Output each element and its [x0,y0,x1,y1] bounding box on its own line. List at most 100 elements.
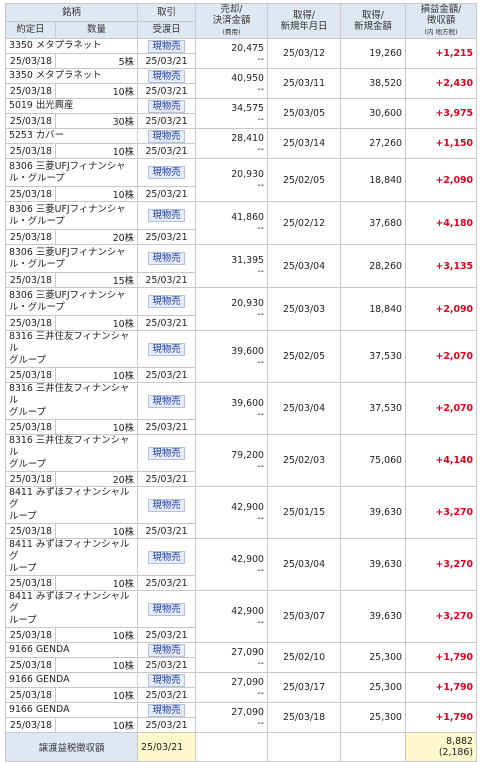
acq-amount: 39,630 [340,590,407,643]
trade-type[interactable]: 現物売 [137,68,197,84]
col-acq-amount: 取得/新規金額 [340,3,407,39]
trade-type[interactable]: 現物売 [137,486,197,524]
table-row: 8306 三菱UFJフィナンシャ ル・グループ 現物売 31,395 -- 25/03/0… [4,244,478,288]
col-acq-date: 取得/新規年月日 [267,3,342,39]
trade-type[interactable]: 現物売 [137,330,197,368]
quantity: 10株 [54,575,139,591]
trade-type-badge[interactable]: 現物売 [148,99,185,113]
table-row: 8316 三井住友フィナンシャル グループ 現物売 39,600 -- 25/03/04 3… [4,382,478,435]
acq-date: 25/03/05 [267,98,342,129]
quantity: 10株 [54,717,139,733]
stock-name[interactable]: 5253 カバー [4,128,139,144]
trade-type-badge[interactable]: 現物売 [148,166,185,179]
stock-name[interactable]: 8411 みずほフィナンシャルグ ループ [4,538,139,576]
stock-name[interactable]: 9166 GENDA [4,702,139,718]
sale-amount: 31,395 -- [195,244,269,288]
stock-name[interactable]: 8306 三菱UFJフィナンシャ ル・グループ [4,158,139,187]
trade-type-badge[interactable]: 現物売 [148,252,185,265]
quantity: 10株 [54,657,139,673]
trade-type-badge[interactable]: 現物売 [148,550,185,564]
col-stock: 銘柄 [4,3,139,22]
trade-type-badge[interactable]: 現物売 [148,129,185,143]
trade-type[interactable]: 現物売 [137,672,197,688]
acq-date: 25/03/04 [267,382,342,435]
col-qty: 数量 [54,20,139,39]
table-row-sub: 25/03/18 10株 25/03/21 [5,575,477,591]
profit-loss: +3,270 [405,486,478,539]
contract-date: 25/03/18 [5,186,56,202]
contract-date: 25/03/18 [5,272,56,288]
tax-row: 譲渡益税徴収額 25/03/21 8,882 (2,186) [4,732,478,762]
trade-type[interactable]: 現物売 [137,201,197,230]
trade-type-badge[interactable]: 現物売 [148,295,185,308]
sale-amount: 41,860 -- [195,201,269,245]
stock-name[interactable]: 8306 三菱UFJフィナンシャ ル・グループ [4,287,139,316]
stock-name[interactable]: 3350 メタプラネット [4,68,139,84]
stock-name[interactable]: 9166 GENDA [4,672,139,688]
trade-type[interactable]: 現物売 [137,538,197,576]
table-row: 8316 三井住友フィナンシャル グループ 現物売 39,600 -- 25/02/05 3… [4,330,478,383]
trade-type-badge[interactable]: 現物売 [148,209,185,222]
stock-name[interactable]: 8306 三菱UFJフィナンシャ ル・グループ [4,201,139,230]
sale-amount: 20,930 -- [195,287,269,331]
acq-date: 25/01/15 [267,486,342,539]
table-row: 3350 メタプラネット 現物売 40,950 -- 25/03/11 38,520 +2,… [4,68,478,99]
quantity: 10株 [54,186,139,202]
contract-date: 25/03/18 [5,367,56,383]
trade-type-badge[interactable]: 現物売 [148,394,185,408]
sale-amount: 39,600 -- [195,330,269,383]
trade-type-badge[interactable]: 現物売 [148,69,185,83]
trade-type[interactable]: 現物売 [137,244,197,273]
trade-type[interactable]: 現物売 [137,382,197,420]
acq-amount: 39,630 [340,538,407,591]
stock-name[interactable]: 8306 三菱UFJフィナンシャ ル・グループ [4,244,139,273]
acq-date: 25/03/04 [267,244,342,288]
stock-name[interactable]: 8316 三井住友フィナンシャル グループ [4,382,139,420]
trade-type-badge[interactable]: 現物売 [148,673,185,687]
trade-type[interactable]: 現物売 [137,38,197,54]
acq-amount: 25,300 [340,642,407,673]
trade-type-badge[interactable]: 現物売 [148,643,185,657]
trade-type[interactable]: 現物売 [137,287,197,316]
settle-date: 25/03/21 [137,272,197,288]
trade-type-badge[interactable]: 現物売 [148,446,185,460]
stock-name[interactable]: 9166 GENDA [4,642,139,658]
stock-name[interactable]: 8411 みずほフィナンシャルグ ループ [4,486,139,524]
acq-amount: 18,840 [340,158,407,202]
trade-type[interactable]: 現物売 [137,434,197,472]
acq-date: 25/03/18 [267,702,342,733]
contract-date: 25/03/18 [5,53,56,69]
trade-type-badge[interactable]: 現物売 [148,602,185,616]
trade-type-badge[interactable]: 現物売 [148,39,185,53]
trade-type[interactable]: 現物売 [137,128,197,144]
col-contract-date: 約定日 [5,20,56,39]
settle-date: 25/03/21 [137,83,197,99]
table-row: 5019 出光興産 現物売 34,575 -- 25/03/05 30,600 +3,975 [4,98,478,129]
trade-type-badge[interactable]: 現物売 [148,498,185,512]
trade-type[interactable]: 現物売 [137,642,197,658]
sale-amount: 42,900 -- [195,486,269,539]
trade-type-badge[interactable]: 現物売 [148,342,185,356]
settle-date: 25/03/21 [137,627,197,643]
trade-type-badge[interactable]: 現物売 [148,703,185,717]
stock-name[interactable]: 8316 三井住友フィナンシャル グループ [4,434,139,472]
trade-type[interactable]: 現物売 [137,158,197,187]
settle-date: 25/03/21 [137,315,197,331]
stock-name[interactable]: 5019 出光興産 [4,98,139,114]
trade-type[interactable]: 現物売 [137,590,197,628]
sale-amount: 20,475 -- [195,38,269,69]
stock-name[interactable]: 8316 三井住友フィナンシャル グループ [4,330,139,368]
acq-date: 25/03/07 [267,590,342,643]
profit-loss: +2,070 [405,382,478,435]
acq-amount: 30,600 [340,98,407,129]
quantity: 10株 [54,315,139,331]
stock-name[interactable]: 8411 みずほフィナンシャルグ ループ [4,590,139,628]
settle-date: 25/03/21 [137,419,197,435]
trade-type[interactable]: 現物売 [137,98,197,114]
table-row: 8306 三菱UFJフィナンシャ ル・グループ 現物売 41,860 -- 25/02/1… [4,201,478,245]
trade-type[interactable]: 現物売 [137,702,197,718]
quantity: 20株 [54,229,139,245]
quantity: 10株 [54,83,139,99]
stock-name[interactable]: 3350 メタプラネット [4,38,139,54]
profit-loss: +4,140 [405,434,478,487]
